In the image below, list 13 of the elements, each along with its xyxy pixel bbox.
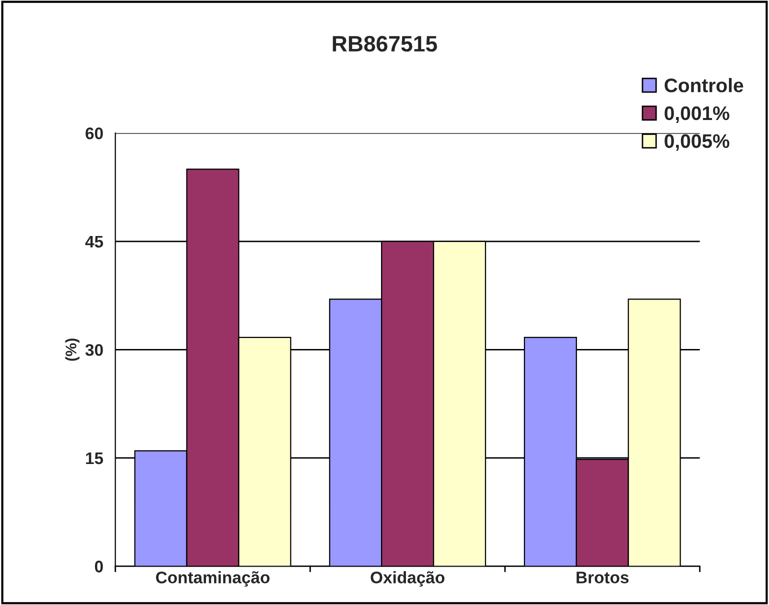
y-tick-label: 45 (85, 236, 104, 248)
legend-label: 0,001% (664, 106, 730, 123)
y-tick-label: 30 (85, 344, 103, 356)
x-tick-label: Contaminação (156, 571, 270, 587)
legend-label: Controle (664, 78, 744, 92)
y-tick-label: 0 (94, 560, 103, 572)
y-axis-title: (%) (65, 338, 80, 361)
y-tick-label: 15 (86, 452, 104, 464)
chart-title: RB867515 (332, 36, 438, 52)
x-tick-label: Brotos (576, 572, 629, 584)
legend-label: 0,005% (664, 134, 730, 151)
y-tick-label: 60 (86, 128, 103, 140)
x-tick-label: Oxidação (370, 571, 444, 587)
